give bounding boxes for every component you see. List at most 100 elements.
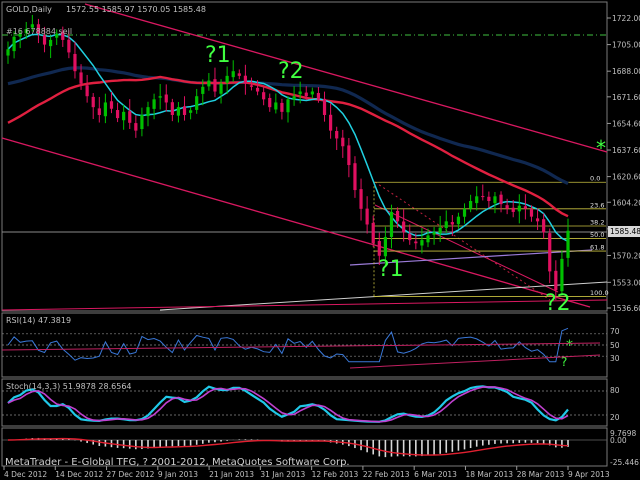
ma-slow-line: [7, 66, 569, 185]
sell-order-label: #16 678884 sell: [6, 27, 72, 36]
macd-indicator: [2, 437, 607, 458]
candle-body: [79, 72, 83, 84]
candle-body: [97, 108, 101, 115]
price-tick-label: 1637.60: [612, 146, 640, 155]
date-tick-label: 27 Dec 2012: [107, 470, 155, 479]
date-tick-label: 31 Jan 2013: [260, 470, 305, 479]
price-tick-label: 1604.20: [612, 198, 640, 207]
candle-body: [18, 33, 22, 37]
rsi-tick-50: 50: [610, 341, 620, 350]
date-tick-label: 12 Feb 2013: [312, 470, 359, 479]
price-tick-label: 1705.00: [612, 41, 640, 50]
rsi-tick-30: 30: [610, 354, 620, 363]
inner-trend-line: [374, 204, 559, 293]
candle-body: [30, 24, 34, 28]
candle-body: [511, 207, 515, 212]
annotation-q-rsi: ?: [561, 355, 567, 369]
candle-body: [268, 97, 272, 108]
annotation-q1-top: ?1: [205, 43, 231, 68]
candle-body: [24, 28, 28, 34]
candle-body: [414, 241, 418, 244]
channel-top-line: [84, 3, 608, 153]
candle-body: [420, 240, 424, 246]
stochastic-indicator: [2, 385, 607, 423]
rsi-trend-line: [349, 354, 601, 369]
stoch-tick-20: 20: [610, 413, 620, 422]
price-tick-label: 1654.60: [612, 119, 640, 128]
candle-body: [438, 227, 442, 234]
candle-body: [189, 110, 193, 113]
candle-body: [176, 107, 181, 116]
price-tick-label: 1536.60: [612, 304, 640, 313]
current-price-tag: [608, 226, 640, 237]
price-tick-label: 1722.00: [612, 14, 640, 23]
candle-body: [523, 206, 527, 209]
candle-body: [286, 99, 290, 113]
candle-body: [529, 209, 534, 217]
candle-body: [316, 92, 321, 100]
ohlc-label: 1572.55 1585.97 1570.05 1585.48: [66, 5, 206, 14]
candle-body: [383, 236, 387, 257]
candle-body: [292, 96, 296, 100]
candle-body: [432, 232, 436, 235]
rsi-line: [7, 327, 569, 363]
candle-body: [353, 163, 357, 191]
flat-support-line: [159, 281, 608, 311]
candle-body: [152, 99, 156, 109]
date-tick-label: 4 Dec 2012: [4, 470, 47, 479]
candle-body: [12, 36, 16, 52]
candle-body: [134, 123, 138, 131]
main-panel-frame: [1, 1, 608, 312]
rsi-tick-70: 70: [610, 327, 620, 336]
candle-body: [6, 49, 10, 56]
candle-body: [535, 218, 540, 222]
macd-panel-frame: [1, 427, 608, 467]
macd-signal-line: [7, 437, 569, 456]
candle-body: [456, 216, 461, 225]
candle-body: [274, 102, 278, 110]
candle-body: [170, 102, 174, 115]
candle-body: [542, 219, 546, 233]
candle-body: [103, 102, 107, 117]
fib-level-label: 61.8: [590, 244, 604, 252]
candle-body: [213, 79, 217, 92]
candle-body: [499, 194, 503, 205]
fib-level-label: 0.0: [590, 175, 600, 183]
candle-body: [201, 86, 205, 94]
candle-body: [402, 221, 406, 233]
candle-body: [219, 83, 223, 94]
candle-body: [341, 137, 345, 147]
candle-body: [249, 85, 254, 87]
date-tick-label: 9 Apr 2013: [568, 470, 610, 479]
candle-body: [146, 107, 150, 117]
date-tick-label: 22 Feb 2013: [363, 470, 410, 479]
macd-tick-zero: 0.00: [610, 436, 627, 445]
annotation-star-main: *: [596, 136, 606, 160]
macd-tick-top: 9.7698: [610, 429, 636, 438]
candle-body: [255, 87, 260, 92]
candle-body: [298, 91, 302, 95]
candle-body: [322, 98, 327, 115]
date-tick-label: 6 Mar 2013: [414, 470, 457, 479]
candle-body: [122, 111, 126, 121]
fib-diagonal: [374, 181, 551, 301]
candle-body: [329, 114, 333, 131]
candle-body: [115, 110, 120, 119]
fib-level-label: 23.6: [590, 201, 604, 209]
stoch-tick-80: 80: [610, 386, 620, 395]
candle-body: [182, 106, 187, 115]
rising-support-line: [349, 249, 593, 266]
candle-body: [49, 39, 53, 47]
candle-body: [389, 211, 394, 237]
candle-body: [469, 201, 473, 209]
candle-body: [304, 92, 308, 97]
candle-body: [128, 111, 132, 123]
date-tick-label: 28 Mar 2013: [517, 470, 565, 479]
candle-body: [517, 205, 521, 212]
price-tick-label: 1688.00: [612, 67, 640, 76]
stoch-label: Stoch(14,3,3) 51.9878 28.6564: [6, 382, 132, 391]
candle-body: [195, 96, 199, 110]
stoch-panel-frame: [1, 378, 608, 427]
candle-body: [359, 189, 363, 209]
